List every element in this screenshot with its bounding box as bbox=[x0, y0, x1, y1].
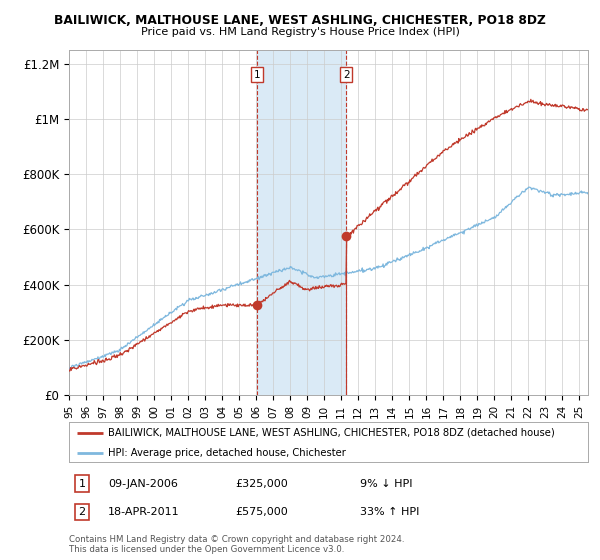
Text: 1: 1 bbox=[254, 69, 260, 80]
Text: 1: 1 bbox=[79, 479, 85, 489]
Text: Price paid vs. HM Land Registry's House Price Index (HPI): Price paid vs. HM Land Registry's House … bbox=[140, 27, 460, 37]
Text: 18-APR-2011: 18-APR-2011 bbox=[108, 507, 179, 517]
Text: 2: 2 bbox=[79, 507, 86, 517]
Text: 33% ↑ HPI: 33% ↑ HPI bbox=[359, 507, 419, 517]
Text: Contains HM Land Registry data © Crown copyright and database right 2024.
This d: Contains HM Land Registry data © Crown c… bbox=[69, 535, 404, 554]
Text: HPI: Average price, detached house, Chichester: HPI: Average price, detached house, Chic… bbox=[108, 448, 346, 458]
Text: £575,000: £575,000 bbox=[235, 507, 288, 517]
Text: 09-JAN-2006: 09-JAN-2006 bbox=[108, 479, 178, 489]
Text: BAILIWICK, MALTHOUSE LANE, WEST ASHLING, CHICHESTER, PO18 8DZ: BAILIWICK, MALTHOUSE LANE, WEST ASHLING,… bbox=[54, 14, 546, 27]
Text: 9% ↓ HPI: 9% ↓ HPI bbox=[359, 479, 412, 489]
Text: BAILIWICK, MALTHOUSE LANE, WEST ASHLING, CHICHESTER, PO18 8DZ (detached house): BAILIWICK, MALTHOUSE LANE, WEST ASHLING,… bbox=[108, 428, 554, 437]
Bar bbox=[257, 50, 346, 395]
Text: £325,000: £325,000 bbox=[235, 479, 288, 489]
Text: 2: 2 bbox=[343, 69, 350, 80]
